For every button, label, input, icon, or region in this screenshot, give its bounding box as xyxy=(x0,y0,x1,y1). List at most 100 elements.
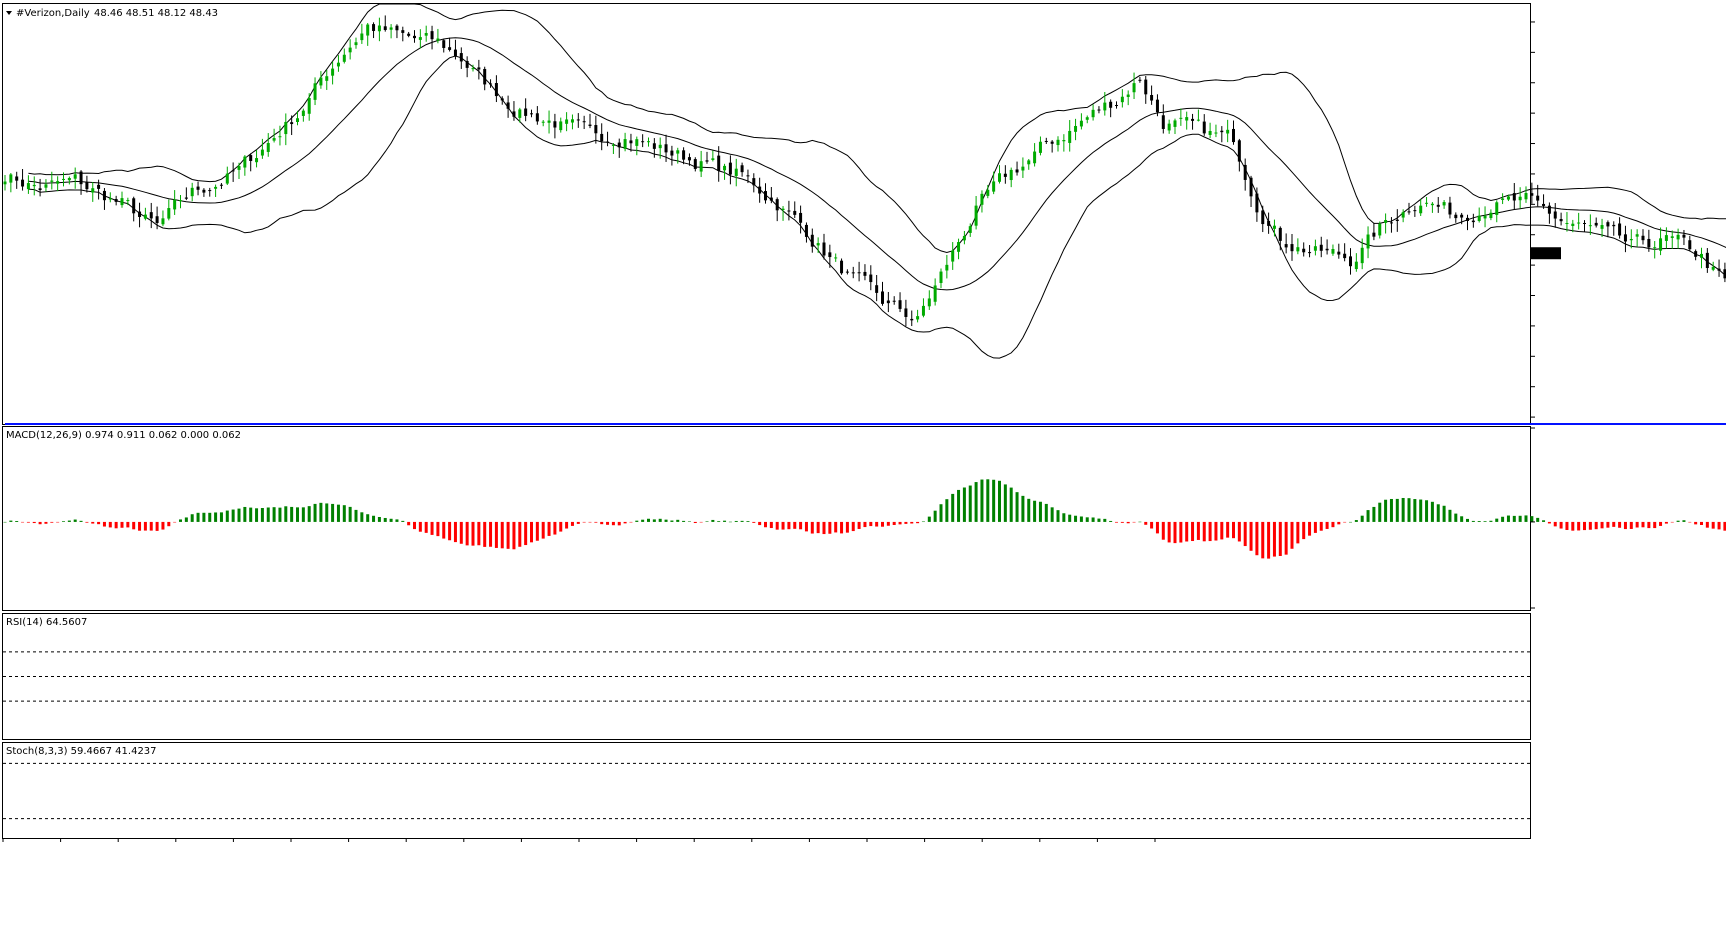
macd-histogram-bar xyxy=(208,512,212,522)
rsi-panel[interactable] xyxy=(2,613,1531,740)
candle xyxy=(611,143,615,155)
macd-histogram-bar xyxy=(570,521,574,526)
candle-body xyxy=(1196,119,1200,121)
candle-body xyxy=(1331,249,1335,254)
candle-body xyxy=(301,110,305,116)
macd-histogram-bar xyxy=(1506,515,1510,522)
macd-histogram-bar xyxy=(1395,498,1399,522)
candle xyxy=(1413,205,1417,217)
macd-histogram-bar xyxy=(1635,521,1639,528)
candle-body xyxy=(1647,238,1651,248)
candle-body xyxy=(1232,128,1235,143)
macd-histogram-bar xyxy=(1600,521,1604,529)
candle xyxy=(1612,221,1616,236)
macd-histogram-bar xyxy=(494,521,498,548)
macd-histogram-bar xyxy=(775,521,779,530)
candle xyxy=(535,106,539,125)
macd-histogram-bar xyxy=(998,480,1001,522)
macd-histogram-bar xyxy=(1033,500,1037,522)
macd-histogram-bar xyxy=(1419,499,1423,522)
candle-body xyxy=(1284,244,1288,248)
candle-body xyxy=(108,198,112,200)
candle-body xyxy=(38,188,42,191)
candle-body xyxy=(1208,130,1212,135)
candle-body xyxy=(764,191,767,201)
macd-histogram-bar xyxy=(1688,521,1692,523)
macd-histogram-bar xyxy=(296,507,299,522)
macd-histogram-bar xyxy=(1565,521,1569,530)
macd-histogram-bar xyxy=(284,506,288,522)
macd-histogram-bar xyxy=(50,521,54,523)
macd-histogram-bar xyxy=(892,521,896,525)
candle xyxy=(570,114,574,130)
candle xyxy=(1331,244,1335,256)
candle xyxy=(664,134,668,162)
candle-body xyxy=(237,166,241,170)
macd-histogram-bar xyxy=(1232,521,1235,539)
candle-body xyxy=(1606,222,1610,227)
macd-histogram-bar xyxy=(1284,521,1288,555)
macd-histogram-bar xyxy=(635,520,639,522)
candle xyxy=(974,196,978,230)
candle xyxy=(360,23,364,44)
candle-body xyxy=(1477,215,1481,221)
macd-histogram-bar xyxy=(1196,521,1200,540)
candle xyxy=(687,153,691,166)
candle xyxy=(1296,238,1300,255)
candle xyxy=(97,179,101,200)
macd-histogram-bar xyxy=(1466,518,1469,522)
candle-body xyxy=(114,198,118,202)
candle-body xyxy=(319,77,323,86)
macd-histogram-bar xyxy=(1618,521,1622,528)
candle xyxy=(775,197,779,222)
ohlc-readout: 48.46 48.51 48.12 48.43 xyxy=(94,8,218,19)
macd-histogram-bar xyxy=(1120,521,1124,523)
stoch-panel[interactable] xyxy=(2,742,1531,839)
macd-histogram-bar xyxy=(541,521,545,539)
macd-histogram-bar xyxy=(97,521,101,525)
macd-histogram-bar xyxy=(1577,521,1581,531)
macd-histogram-bar xyxy=(1512,515,1516,522)
candle-body xyxy=(383,26,387,30)
candle xyxy=(453,39,457,60)
candle-body xyxy=(898,300,902,309)
candle-body xyxy=(869,274,873,283)
candle-body xyxy=(1337,251,1341,255)
candle-body xyxy=(3,181,7,185)
macd-histogram-bar xyxy=(1530,516,1534,522)
triangle-down-icon[interactable] xyxy=(6,11,12,15)
candle-body xyxy=(594,125,598,134)
candle-body xyxy=(219,184,223,186)
candle-body xyxy=(1120,96,1124,103)
macd-histogram-bar xyxy=(1302,521,1306,540)
candle xyxy=(1050,140,1054,153)
candle xyxy=(331,61,335,85)
candle xyxy=(1647,229,1651,252)
candle-body xyxy=(1559,218,1563,222)
candle-body xyxy=(1583,222,1586,224)
candle xyxy=(459,47,463,69)
macd-histogram-bar xyxy=(1278,521,1282,556)
candle xyxy=(336,55,340,72)
macd-histogram-bar xyxy=(1594,521,1598,530)
candle xyxy=(1056,136,1060,152)
candle-body xyxy=(32,184,36,187)
macd-histogram-bar xyxy=(91,521,95,524)
candle xyxy=(1237,138,1241,172)
candle xyxy=(284,113,288,146)
macd-histogram-bar xyxy=(301,507,305,522)
candle-body xyxy=(611,144,615,146)
candle xyxy=(1109,99,1113,118)
candle xyxy=(939,268,943,289)
candle xyxy=(547,110,551,134)
macd-histogram-bar xyxy=(167,521,171,527)
macd-histogram-bar xyxy=(1267,521,1271,559)
candle xyxy=(1442,200,1446,209)
candle xyxy=(1711,261,1715,272)
macd-histogram-bar xyxy=(1062,513,1066,522)
candle-body xyxy=(670,150,674,156)
candle-body xyxy=(44,184,48,188)
candle-body xyxy=(945,264,949,271)
candle-body xyxy=(553,121,557,128)
